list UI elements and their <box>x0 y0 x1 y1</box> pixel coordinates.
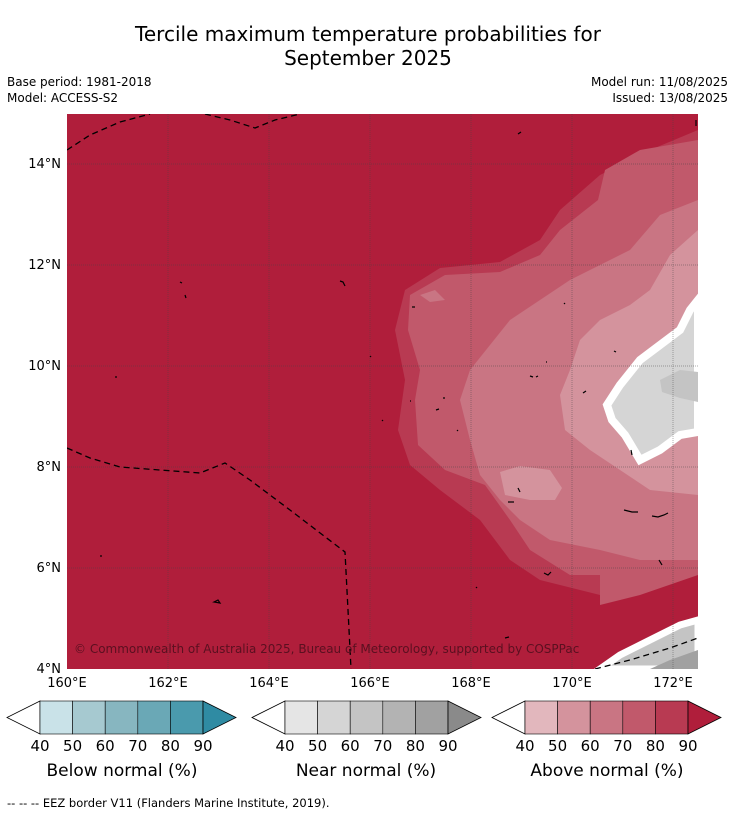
below-normal-label: Below normal (%) <box>46 761 198 781</box>
colorbar-tick-label: 40 <box>515 737 534 755</box>
near-normal-corner-dark <box>650 650 698 669</box>
colorbar-extend-low <box>6 700 41 735</box>
lat-label: 14°N <box>28 157 61 172</box>
colorbar-extend-high <box>687 700 722 735</box>
probability-map <box>67 114 698 669</box>
colorbar-tick-label: 40 <box>275 737 294 755</box>
above-normal-label: Above normal (%) <box>530 761 684 781</box>
colorbar-extend-high <box>447 700 482 735</box>
map-copyright: © Commonwealth of Australia 2025, Bureau… <box>74 642 579 656</box>
colorbar-tick-label: 60 <box>96 737 115 755</box>
near-normal-colorbar: 40 50 60 70 80 90 <box>251 700 482 755</box>
lon-label: 170°E <box>552 676 592 691</box>
colorbar-segment <box>39 700 73 735</box>
colorbar-segment <box>655 700 689 735</box>
colorbar-extend-low <box>251 700 286 735</box>
lon-label: 168°E <box>451 676 491 691</box>
colorbar-tick-label: 50 <box>63 737 82 755</box>
near-normal-region <box>602 293 698 466</box>
lat-label: 12°N <box>28 258 61 273</box>
model-name: Model: ACCESS-S2 <box>7 91 119 105</box>
colorbar-tick-label: 90 <box>678 737 697 755</box>
colorbar-tick-label: 80 <box>646 737 665 755</box>
latitude-labels: 14°N 12°N 10°N 8°N 6°N 4°N <box>28 157 61 677</box>
longitude-labels: 160°E 162°E 164°E 166°E 168°E 170°E 172°… <box>47 676 693 691</box>
lon-label: 166°E <box>350 676 390 691</box>
below-normal-colorbar: 40 50 60 70 80 90 <box>6 700 237 755</box>
lon-label: 172°E <box>653 676 693 691</box>
colorbar-segment <box>170 700 204 735</box>
eez-footnote: -- -- -- EEZ border V11 (Flanders Marine… <box>7 796 330 810</box>
title-line-1: Tercile maximum temperature probabilitie… <box>135 22 601 46</box>
colorbar-segment <box>524 700 558 735</box>
colorbar-tick-label: 70 <box>128 737 147 755</box>
colorbar-tick-label: 60 <box>341 737 360 755</box>
colorbar-tick-label: 70 <box>373 737 392 755</box>
colorbar-tick-label: 50 <box>548 737 567 755</box>
issued-date: Issued: 13/08/2025 <box>612 91 728 105</box>
graticule <box>67 114 698 669</box>
colorbar-extend-high <box>202 700 237 735</box>
colorbar-segment <box>589 700 624 735</box>
colorbar-segment <box>317 700 351 735</box>
chart-title: Tercile maximum temperature probabilitie… <box>0 22 736 70</box>
above-normal-colorbar: 40 50 60 70 80 90 <box>491 700 722 755</box>
colorbar-tick-label: 70 <box>613 737 632 755</box>
colorbar-segment <box>557 700 591 735</box>
lat-label: 6°N <box>37 561 62 576</box>
near-normal-darker-patch <box>660 370 698 402</box>
colorbar-segment <box>415 700 449 735</box>
near-normal-label: Near normal (%) <box>295 761 437 781</box>
lon-label: 162°E <box>148 676 188 691</box>
meta-right: Model run: 11/08/2025 Issued: 13/08/2025 <box>591 74 728 106</box>
above-60-patch <box>420 290 445 302</box>
colorbar-segment <box>104 700 139 735</box>
lat-label: 10°N <box>28 359 61 374</box>
near-normal-corner <box>593 616 698 669</box>
colorbar-segment <box>382 700 416 735</box>
above-50-patch <box>500 466 562 500</box>
colorbar-segment <box>72 700 106 735</box>
lat-label: 8°N <box>37 460 62 475</box>
colorbar-extend-low <box>491 700 526 735</box>
base-period: Base period: 1981-2018 <box>7 75 152 89</box>
colorbar-segment <box>349 700 384 735</box>
colorbar-tick-label: 50 <box>308 737 327 755</box>
lon-label: 164°E <box>249 676 289 691</box>
colorbar-tick-label: 60 <box>581 737 600 755</box>
colorbar-tick-label: 80 <box>161 737 180 755</box>
model-run: Model run: 11/08/2025 <box>590 75 728 89</box>
colorbar-tick-label: 90 <box>193 737 212 755</box>
colorbar-tick-label: 40 <box>30 737 49 755</box>
colorbar-segment <box>622 700 656 735</box>
title-line-2: September 2025 <box>284 46 452 70</box>
colorbar-tick-label: 90 <box>438 737 457 755</box>
islands <box>100 120 697 639</box>
meta-left: Base period: 1981-2018 Model: ACCESS-S2 <box>7 74 152 106</box>
lon-label: 160°E <box>47 676 87 691</box>
colorbar-segment <box>284 700 318 735</box>
lat-label: 4°N <box>37 662 62 677</box>
colorbar-tick-label: 80 <box>406 737 425 755</box>
colorbar-segment <box>137 700 171 735</box>
colorbars: 40 50 60 70 80 90 40 50 60 70 80 90 40 50 60 70 80 90 <box>6 700 722 755</box>
eez-borders <box>67 114 698 669</box>
